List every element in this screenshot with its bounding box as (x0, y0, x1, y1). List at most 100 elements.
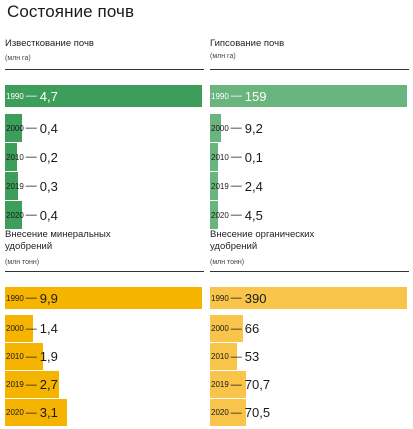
value-label: 66 (244, 321, 260, 336)
value-label: 0,4 (39, 207, 58, 223)
bar (5, 143, 17, 171)
bar (5, 371, 59, 398)
bar-row: 1990—9,9 (5, 287, 204, 309)
value-label: 70,7 (244, 377, 271, 392)
bar-label: 2019—2,4 (210, 172, 263, 200)
bar-label: 2020—3,1 (5, 399, 58, 426)
value-label: 159 (244, 88, 267, 104)
year-label: 2019 (211, 181, 229, 191)
bar-label: 1990—9,9 (5, 287, 58, 309)
dash-separator: — (25, 180, 37, 192)
bar (210, 371, 246, 398)
bar-row: 2019—2,4 (210, 172, 409, 200)
year-label: 2020 (6, 408, 24, 417)
year-label: 2010 (211, 352, 229, 361)
bar-label: 2000—0,4 (5, 114, 58, 142)
dash-separator: — (230, 209, 242, 221)
value-label: 4,7 (39, 88, 58, 104)
year-label: 2020 (6, 210, 24, 220)
bar-row: 2019—0,3 (5, 172, 204, 200)
bar-label: 2019—2,7 (5, 371, 58, 398)
bar-label: 2000—9,2 (210, 114, 263, 142)
bar (5, 287, 202, 309)
value-label: 0,1 (244, 149, 263, 165)
bar-row: 2010—1,9 (5, 343, 204, 370)
bar-label: 2020—0,4 (5, 201, 58, 229)
bar (5, 343, 43, 370)
value-label: 70,5 (244, 405, 271, 420)
bar (5, 315, 33, 342)
bar-label: 2000—66 (210, 315, 259, 342)
year-label: 2010 (211, 152, 229, 162)
bar-row: 2019—70,7 (210, 371, 409, 398)
year-label: 2010 (6, 152, 24, 162)
bar-label: 2020—4,5 (210, 201, 263, 229)
value-label: 9,9 (39, 290, 58, 306)
bar (210, 287, 407, 309)
bar-label: 2020—70,5 (210, 399, 270, 426)
bar-row: 2010—0,2 (5, 143, 204, 171)
bar-row: 2019—2,7 (5, 371, 204, 398)
dash-separator: — (25, 406, 37, 419)
value-label: 390 (244, 290, 267, 306)
bar-row: 2020—0,4 (5, 201, 204, 229)
chart-rule (210, 271, 409, 272)
bar-row: 2000—66 (210, 315, 409, 342)
value-label: 0,3 (39, 178, 58, 194)
value-label: 2,4 (244, 178, 263, 194)
value-label: 2,7 (39, 377, 58, 392)
dash-separator: — (25, 209, 37, 221)
dash-separator: — (25, 378, 37, 391)
bar (210, 85, 407, 107)
chart-rule (5, 271, 204, 272)
bar-row: 2010—0,1 (210, 143, 409, 171)
bar-row: 2010—53 (210, 343, 409, 370)
dash-separator: — (230, 90, 242, 102)
bar-label: 1990—390 (210, 287, 267, 309)
dash-separator: — (25, 322, 37, 335)
chart-unit: (млн га) (5, 55, 31, 62)
year-label: 2000 (6, 123, 24, 133)
year-label: 2000 (211, 123, 229, 133)
dash-separator: — (25, 90, 37, 102)
value-label: 1,4 (39, 321, 58, 336)
bar-row: 2000—9,2 (210, 114, 409, 142)
value-label: 9,2 (244, 120, 263, 136)
page-title: Состояние почв (7, 2, 135, 21)
dash-separator: — (230, 350, 242, 363)
value-label: 1,9 (39, 349, 58, 364)
year-label: 2019 (211, 380, 229, 389)
bar-label: 2010—1,9 (5, 343, 58, 370)
dash-separator: — (230, 180, 242, 192)
chart-unit: (млн тонн) (210, 259, 245, 266)
bar-label: 2010—0,1 (210, 143, 263, 171)
year-label: 2000 (211, 324, 229, 333)
chart-panel: Внесение минеральных удобрений (млн тонн)… (5, 229, 204, 429)
bar (5, 172, 18, 200)
bar-row: 2020—4,5 (210, 201, 409, 229)
year-label: 1990 (211, 91, 229, 101)
chart-unit: (млн га) (210, 53, 236, 60)
bar-label: 1990—159 (210, 85, 267, 107)
chart-title: Внесение органических удобрений (210, 229, 315, 252)
bar (210, 143, 218, 171)
dash-separator: — (230, 406, 242, 419)
year-label: 2000 (6, 324, 24, 333)
year-label: 2020 (211, 210, 229, 220)
value-label: 0,4 (39, 120, 58, 136)
bar (210, 315, 244, 342)
chart-rule (5, 69, 204, 70)
chart-title: Внесение минеральных удобрений (5, 229, 111, 252)
year-label: 2020 (211, 408, 229, 417)
bar-row: 2000—1,4 (5, 315, 204, 342)
bar (210, 201, 218, 229)
chart-unit: (млн тонн) (5, 259, 40, 266)
value-label: 4,5 (244, 207, 263, 223)
bar (210, 172, 218, 200)
bar-label: 2019—70,7 (210, 371, 270, 398)
value-label: 3,1 (39, 405, 58, 420)
bar (5, 399, 67, 426)
bar-row: 1990—159 (210, 85, 409, 107)
chart-title: Известкование почв (5, 38, 94, 49)
bar-row: 2020—70,5 (210, 399, 409, 426)
